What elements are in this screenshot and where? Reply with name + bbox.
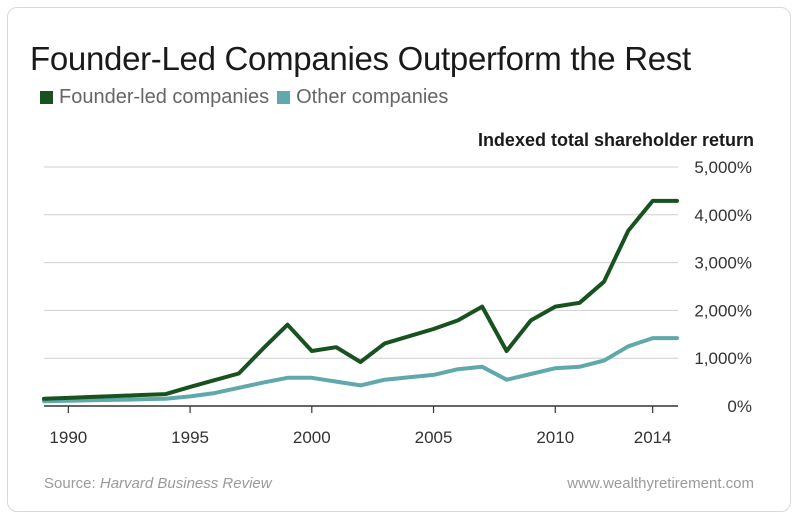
legend-item-founder-led: Founder-led companies xyxy=(40,86,269,109)
chart-title: Founder-Led Companies Outperform the Res… xyxy=(30,40,691,77)
chart-legend: Founder-led companies Other companies xyxy=(40,86,456,109)
x-tick-label: 2000 xyxy=(293,428,331,447)
y-tick-label: 2,000% xyxy=(694,301,752,320)
legend-swatch-other xyxy=(277,91,291,104)
x-tick-label: 2010 xyxy=(536,428,574,447)
y-tick-label: 1,000% xyxy=(694,349,752,368)
series-line-other xyxy=(42,336,679,404)
y-tick-label: 4,000% xyxy=(694,206,752,225)
x-tick-label: 1995 xyxy=(171,428,209,447)
x-tick-label: 2005 xyxy=(415,428,453,447)
chart-frame xyxy=(7,7,791,512)
legend-label-founder-led: Founder-led companies xyxy=(59,86,270,108)
site-url: www.wealthyretirement.com xyxy=(567,475,754,492)
x-tick-label: 2014 xyxy=(634,428,672,447)
y-tick-label: 3,000% xyxy=(694,254,752,273)
series-line-founder-led xyxy=(42,198,679,401)
legend-swatch-founder-led xyxy=(40,91,53,104)
source-credit: Source: Harvard Business Review xyxy=(44,475,272,492)
y-tick-label: 0% xyxy=(727,397,752,416)
source-name: Harvard Business Review xyxy=(99,475,272,492)
x-tick-label: 1990 xyxy=(49,428,87,447)
source-prefix: Source: xyxy=(44,475,100,492)
legend-label-other: Other companies xyxy=(296,86,449,108)
y-axis-label: Indexed total shareholder return xyxy=(477,130,754,150)
legend-item-other: Other companies xyxy=(277,86,448,109)
y-tick-label: 5,000% xyxy=(694,158,752,177)
